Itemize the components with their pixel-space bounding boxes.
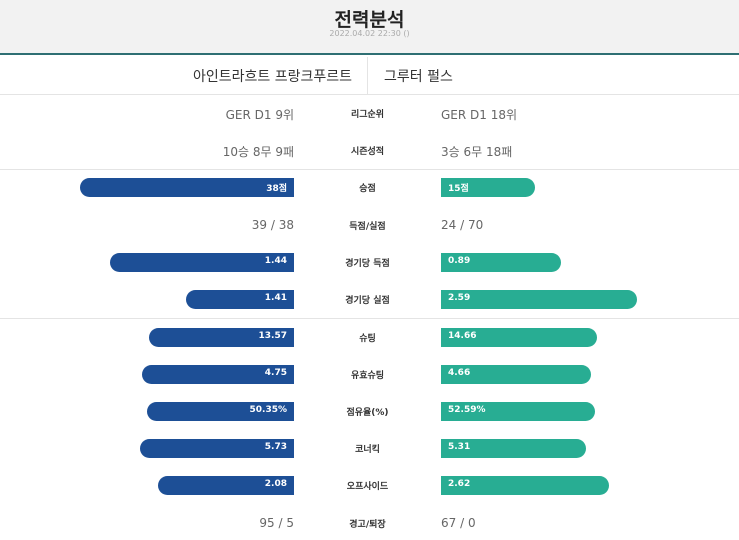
home-bar-value: 4.75: [264, 368, 287, 378]
home-goals: 39 / 38: [251, 218, 294, 232]
stat-row-goals: 39 / 38 득점/실점 24 / 70: [0, 214, 739, 238]
stat-row-possession: 50.35% 점유율(%) 52.59%: [0, 400, 739, 424]
away-league-rank: GER D1 18위: [441, 108, 518, 122]
stat-row-points: 38점 승점 15점: [0, 176, 739, 200]
stat-label: 점유율(%): [346, 408, 389, 418]
match-datetime: 2022.04.02 22:30 (): [329, 29, 410, 38]
home-team-name[interactable]: 아인트라흐트 프랑크푸르트: [192, 69, 352, 85]
away-bar: 2.59: [441, 290, 637, 309]
away-bar: 5.31: [441, 439, 586, 458]
away-cards: 67 / 0: [441, 516, 476, 530]
section-divider: [0, 169, 739, 170]
away-bar-value: 2.62: [448, 479, 471, 489]
away-bar-value: 5.31: [448, 442, 471, 452]
home-bar-value: 1.41: [264, 293, 287, 303]
home-bar-value: 5.73: [264, 442, 287, 452]
away-bar: 0.89: [441, 253, 561, 272]
stat-row-goals-per-game: 1.44 경기당 득점 0.89: [0, 251, 739, 275]
stat-label: 시즌성적: [350, 147, 385, 157]
home-cards: 95 / 5: [259, 516, 294, 530]
team-header: 아인트라흐트 프랑크푸르트 그루터 펄스: [0, 57, 739, 95]
home-bar: 50.35%: [147, 402, 294, 421]
stat-label: 코너킥: [355, 445, 380, 455]
home-bar: 5.73: [140, 439, 294, 458]
home-bar: 2.08: [158, 476, 294, 495]
away-bar: 14.66: [441, 328, 597, 347]
home-bar-value: 13.57: [258, 331, 287, 341]
home-bar-value: 1.44: [264, 256, 287, 266]
away-bar-value: 4.66: [448, 368, 471, 378]
away-bar: 4.66: [441, 365, 591, 384]
home-bar: 4.75: [142, 365, 294, 384]
team-divider: [367, 57, 368, 95]
home-bar: 1.44: [110, 253, 294, 272]
stat-row-league-rank: GER D1 9위 리그순위 GER D1 18위: [0, 102, 739, 126]
home-bar-value: 50.35%: [249, 405, 288, 415]
away-bar: 15점: [441, 178, 535, 197]
stat-row-offsides: 2.08 오프사이드 2.62: [0, 474, 739, 498]
stat-label: 유효슈팅: [350, 371, 385, 381]
stat-label: 경고/퇴장: [349, 520, 386, 530]
stat-row-cards: 95 / 5 경고/퇴장 67 / 0: [0, 512, 739, 536]
stat-label: 경기당 실점: [345, 296, 390, 306]
stat-row-shots: 13.57 슈팅 14.66: [0, 326, 739, 350]
away-bar-value: 0.89: [448, 256, 471, 266]
home-league-rank: GER D1 9위: [225, 108, 294, 122]
away-bar: 2.62: [441, 476, 609, 495]
home-bar-value: 38점: [266, 184, 287, 194]
away-bar-value: 2.59: [448, 293, 471, 303]
away-bar-value: 52.59%: [448, 405, 486, 415]
away-team-name[interactable]: 그루터 펄스: [384, 69, 453, 85]
stat-label: 리그순위: [350, 110, 385, 120]
away-bar: 52.59%: [441, 402, 595, 421]
stat-label: 득점/실점: [349, 222, 386, 232]
page-title: 전력분석: [334, 9, 405, 31]
stat-label: 슈팅: [359, 334, 376, 344]
away-bar-value: 14.66: [448, 331, 477, 341]
stat-row-shots-on-target: 4.75 유효슈팅 4.66: [0, 363, 739, 387]
section-divider: [0, 318, 739, 319]
home-season-record: 10승 8무 9패: [222, 145, 294, 159]
away-bar-value: 15점: [448, 184, 469, 194]
stat-label: 오프사이드: [346, 482, 389, 492]
home-bar: 38점: [80, 178, 294, 197]
stat-row-corners: 5.73 코너킥 5.31: [0, 437, 739, 461]
away-goals: 24 / 70: [441, 218, 484, 232]
stat-label: 경기당 득점: [345, 259, 390, 269]
header: 전력분석 2022.04.02 22:30 (): [0, 0, 739, 55]
home-bar: 1.41: [186, 290, 294, 309]
stat-row-season-record: 10승 8무 9패 시즌성적 3승 6무 18패: [0, 139, 739, 163]
stat-label: 승점: [359, 184, 376, 194]
home-bar: 13.57: [149, 328, 294, 347]
stat-row-conceded-per-game: 1.41 경기당 실점 2.59: [0, 288, 739, 312]
home-bar-value: 2.08: [264, 479, 287, 489]
away-season-record: 3승 6무 18패: [441, 145, 513, 159]
